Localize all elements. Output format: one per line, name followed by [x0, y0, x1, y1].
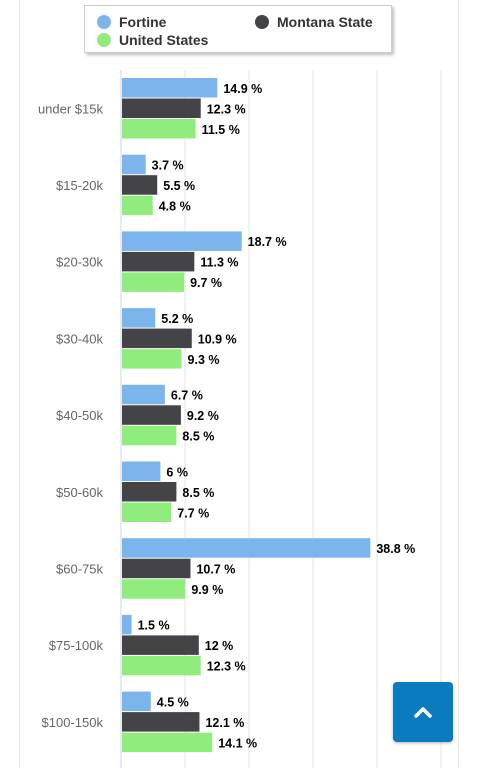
bar	[122, 558, 191, 579]
legend-marker-fortine	[97, 15, 111, 29]
category-label: $100-150k	[42, 715, 104, 730]
bar	[122, 425, 177, 446]
category-label: $30-40k	[56, 331, 103, 346]
data-label: 4.5 %	[157, 695, 189, 709]
bar	[122, 691, 151, 712]
legend-label-fortine: Fortine	[119, 14, 167, 30]
data-label: 12.3 %	[207, 660, 246, 674]
category-label: $60-75k	[56, 561, 103, 576]
data-label: 4.8 %	[159, 199, 191, 213]
data-label: 14.1 %	[218, 736, 257, 750]
bar	[122, 251, 195, 272]
bar	[122, 482, 177, 502]
data-label: 6.7 %	[171, 389, 203, 403]
right-border-line	[458, 0, 459, 768]
legend-label-united-states: United States	[119, 32, 209, 48]
bar	[122, 461, 161, 481]
bar	[122, 712, 200, 732]
bar	[122, 405, 181, 425]
chart-legend: Fortine Montana State United States	[84, 5, 392, 53]
data-label: 8.5 %	[182, 486, 214, 500]
data-label: 10.7 %	[196, 562, 235, 576]
bar	[122, 98, 201, 118]
legend-item-united-states[interactable]: United States	[97, 32, 208, 48]
category-label: $15-20k	[56, 178, 103, 193]
data-label: 9.3 %	[188, 353, 220, 367]
bar	[122, 154, 146, 175]
bar	[122, 231, 242, 251]
bar	[122, 614, 132, 635]
bar	[122, 308, 156, 328]
bar	[122, 119, 196, 139]
data-label: 9.2 %	[187, 409, 219, 423]
bar	[122, 538, 371, 558]
data-label: 12 %	[205, 639, 234, 653]
data-label: 11.3 %	[200, 256, 238, 270]
bar	[122, 349, 182, 369]
legend-item-fortine[interactable]: Fortine	[97, 14, 166, 30]
category-label: under $15k	[38, 101, 104, 116]
data-label: 1.5 %	[138, 619, 170, 633]
bar	[122, 384, 165, 405]
bar	[122, 175, 158, 195]
data-label: 38.8 %	[376, 542, 415, 556]
chevron-up-icon	[414, 707, 432, 718]
bar	[122, 635, 199, 655]
left-border-line	[19, 0, 20, 768]
data-label: 12.1 %	[205, 716, 244, 730]
data-label: 18.7 %	[248, 235, 287, 249]
data-label: 6 %	[166, 465, 188, 479]
bar	[122, 502, 172, 522]
bar	[122, 655, 201, 676]
category-label: $50-60k	[56, 485, 103, 500]
legend-item-montana-state[interactable]: Montana State	[255, 14, 373, 30]
data-label: 8.5 %	[182, 430, 214, 444]
category-label: $40-50k	[56, 408, 103, 423]
bar	[122, 195, 153, 216]
data-label: 5.5 %	[163, 179, 195, 193]
data-label: 11.5 %	[202, 123, 240, 137]
data-label: 14.9 %	[223, 82, 262, 96]
bar	[122, 732, 213, 753]
data-label: 12.3 %	[207, 102, 246, 116]
scroll-to-top-button[interactable]	[393, 682, 453, 742]
legend-marker-united-states	[97, 33, 111, 47]
bar	[122, 272, 185, 292]
category-label: $75-100k	[49, 638, 104, 653]
category-label: $20-30k	[56, 255, 103, 270]
data-label: 10.9 %	[198, 332, 237, 346]
legend-marker-montana-state	[255, 15, 269, 29]
data-label: 5.2 %	[161, 312, 193, 326]
data-label: 9.9 %	[191, 583, 223, 597]
data-label: 9.7 %	[190, 276, 222, 290]
data-label: 3.7 %	[152, 158, 184, 172]
bar	[122, 579, 186, 599]
data-label: 7.7 %	[177, 506, 209, 520]
bar	[122, 328, 192, 349]
legend-label-montana-state: Montana State	[277, 14, 373, 30]
bar	[122, 78, 218, 98]
